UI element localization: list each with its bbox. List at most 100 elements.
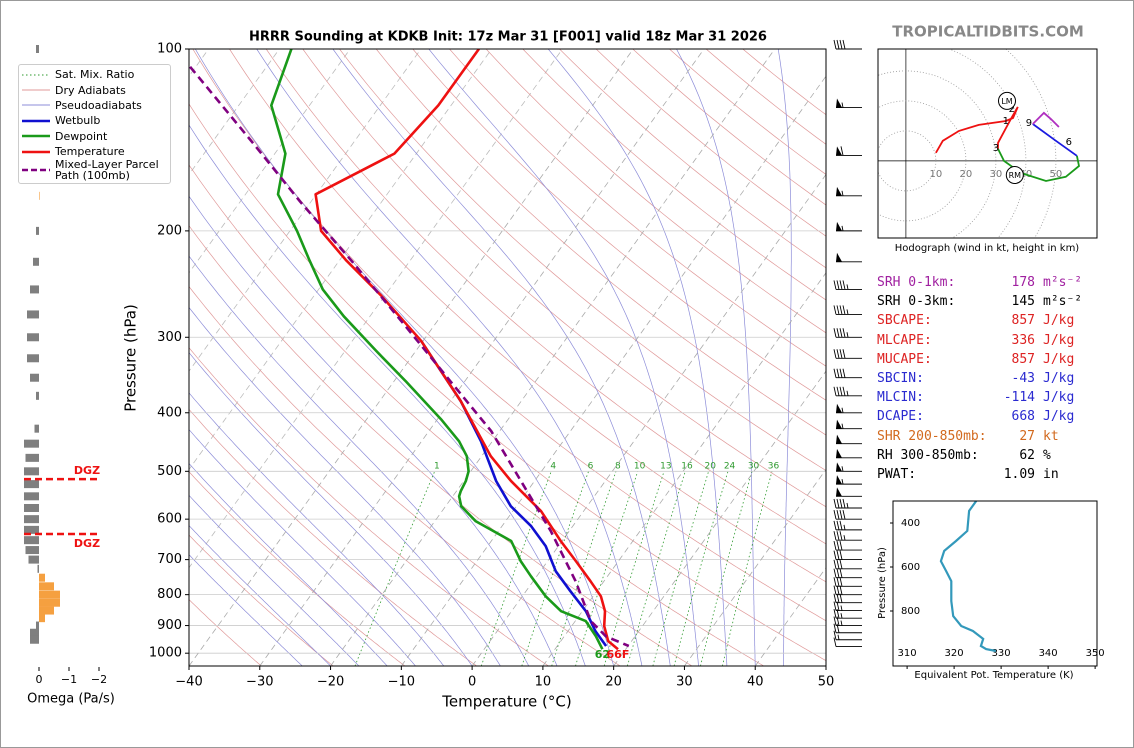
wind-barb — [833, 531, 862, 541]
dry-adiabat — [189, 534, 334, 666]
thetae-x-tick-label: 320 — [945, 648, 964, 659]
barb-full — [836, 520, 840, 530]
omega-bar — [30, 285, 39, 294]
barb-full — [839, 510, 843, 520]
wind-barb — [833, 609, 862, 619]
stat-row: MUCAPE: 857 J/kg — [877, 350, 1082, 369]
legend-label: Dewpoint — [55, 129, 108, 143]
y-tick-label: 100 — [157, 42, 182, 57]
stat-value: 62 — [1019, 447, 1035, 463]
barb-full — [839, 386, 843, 396]
x-tick-label: −30 — [246, 675, 273, 690]
omega-bar — [25, 546, 39, 555]
barb-half — [840, 620, 843, 626]
barb-full — [839, 559, 843, 569]
stat-unit: J/kg — [1043, 371, 1075, 387]
barb-full — [836, 280, 840, 290]
dgz-label: DGZ — [74, 464, 100, 477]
mixing-ratio-line — [652, 471, 709, 666]
barb-full — [836, 39, 840, 50]
mixing-ratio-line — [700, 471, 753, 666]
omega-bar — [27, 333, 39, 342]
hodo-line — [1032, 123, 1078, 157]
barb-full — [833, 368, 837, 378]
omega-x-tick-label: −2 — [91, 673, 107, 686]
barb-half — [846, 309, 849, 315]
stats-panel: SRH 0-1km: 178 m²s⁻² SRH 0-3km: 145 m²s⁻² SBCA… — [877, 273, 1082, 484]
barb-full — [833, 328, 837, 338]
mixing-ratio-label: 36 — [768, 462, 780, 472]
wind-barb — [833, 328, 862, 338]
x-tick-label: 40 — [747, 675, 764, 690]
wind-barb — [836, 146, 862, 156]
barb-full — [833, 531, 837, 541]
barb-full — [839, 280, 843, 290]
stat-label: MLCAPE: — [877, 332, 932, 348]
dry-adiabat — [189, 103, 826, 662]
wind-barb — [833, 577, 862, 587]
wind-barb — [836, 434, 862, 445]
omega-bar — [24, 503, 39, 512]
y-tick-label: 400 — [157, 405, 182, 420]
wind-barb — [833, 386, 862, 397]
pseudoadiabat — [189, 255, 530, 666]
barb-full — [839, 368, 843, 378]
thetae-frame — [892, 500, 1098, 667]
isotherm-grid-line — [471, 173, 826, 666]
x-tick-label: −20 — [317, 675, 344, 690]
hodo-line — [997, 148, 1080, 182]
barb-full — [833, 550, 837, 560]
wind-barb — [833, 616, 862, 627]
omega-bar — [36, 226, 39, 235]
barb-flag — [836, 98, 842, 108]
omega-bar — [34, 424, 39, 433]
stat-label: DCAPE: — [877, 409, 924, 425]
omega-axis-title: Omega (Pa/s) — [27, 692, 115, 707]
stat-unit: J/kg — [1043, 313, 1075, 329]
stat-unit: m²s⁻² — [1043, 275, 1083, 290]
barb-half — [846, 502, 849, 509]
barb-flag — [836, 221, 842, 231]
omega-bar — [39, 590, 60, 599]
stat-value: -114 — [1003, 390, 1035, 406]
storm-motion-label: RM — [1009, 171, 1022, 180]
barb-half — [843, 535, 846, 541]
omega-x-tick-label: 0 — [36, 673, 43, 686]
dry-adiabat — [192, 49, 826, 622]
barb-full — [836, 559, 840, 569]
barb-full — [842, 349, 846, 359]
barb-full — [839, 550, 843, 560]
hodo-height-label: 2 — [1009, 104, 1015, 115]
chart-title: HRRR Sounding at KDKB Init: 17z Mar 31 [… — [249, 30, 767, 45]
wind-barb — [833, 593, 862, 604]
legend-swatch — [22, 150, 50, 153]
hodo-height-label: 6 — [1066, 137, 1072, 148]
stat-row: SBCIN: -43 J/kg — [877, 369, 1082, 388]
barb-half — [841, 190, 844, 196]
omega-bar — [37, 564, 39, 573]
stat-unit: m²s⁻² — [1043, 294, 1083, 310]
thetae-y-tick-label: 800 — [901, 606, 920, 617]
wind-barb — [836, 252, 862, 263]
barb-half — [846, 332, 849, 338]
stat-unit: J/kg — [1043, 390, 1075, 406]
omega-bar — [24, 525, 39, 534]
barb-full — [836, 585, 840, 595]
y-tick-label: 600 — [157, 512, 182, 527]
barb-half — [841, 479, 844, 485]
pseudoadiabat — [189, 462, 388, 666]
mixing-ratio-label: 8 — [615, 462, 621, 472]
barb-flag — [836, 487, 842, 497]
omega-bar — [30, 628, 39, 637]
pseudoadiabat — [189, 554, 303, 666]
legend-swatch — [22, 135, 50, 138]
dry-adiabat — [189, 471, 406, 666]
hodo-line — [935, 106, 1019, 154]
thetae-y-tick-label: 600 — [901, 562, 920, 573]
omega-bar — [24, 467, 39, 476]
profile-line — [189, 65, 630, 648]
barb-full — [833, 540, 837, 551]
barb-full — [839, 520, 843, 530]
stat-unit: J/kg — [1043, 332, 1075, 348]
dry-adiabat — [265, 49, 826, 545]
